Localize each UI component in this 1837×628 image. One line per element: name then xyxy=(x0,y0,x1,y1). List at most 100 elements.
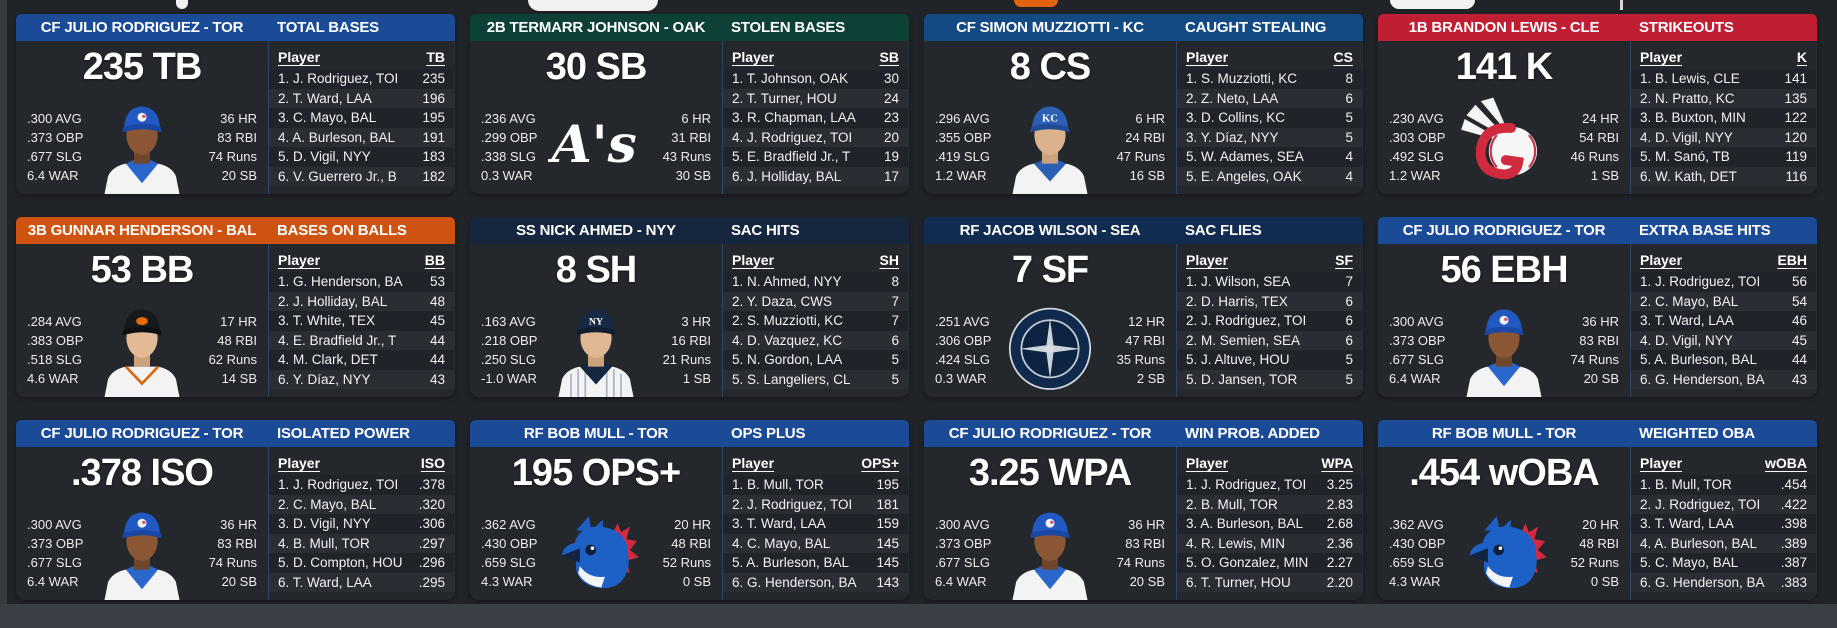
leaderboard-player-name[interactable]: 1. J. Rodriguez, TOI xyxy=(1640,274,1761,290)
leaderboard-player-name[interactable]: 3. R. Chapman, LAA xyxy=(732,110,856,126)
leaderboard-player-column-header[interactable]: Player xyxy=(278,252,321,268)
leaderboard-row[interactable]: 6. G. Henderson, BA 143 xyxy=(723,572,908,592)
panel-player-title[interactable]: 1B BRANDON LEWIS - CLE xyxy=(1408,19,1600,36)
leaderboard-row[interactable]: 2. J. Rodriguez, TOI 181 xyxy=(723,494,908,514)
leaderboard-row[interactable]: 5. D. Jansen, TOR 5 xyxy=(1177,369,1362,389)
leaderboard-player-name[interactable]: 4. J. Rodriguez, TOI xyxy=(732,129,853,145)
leaderboard-player-name[interactable]: 1. T. Johnson, OAK xyxy=(732,71,849,87)
panel-player-title[interactable]: RF JACOB WILSON - SEA xyxy=(959,222,1141,239)
leaderboard-row[interactable]: 3. Y. Díaz, NYY 5 xyxy=(1177,127,1362,147)
leaderboard-row[interactable]: 5. N. Gordon, LAA 5 xyxy=(723,350,908,370)
leaderboard-row[interactable]: 1. G. Henderson, BA 53 xyxy=(269,272,454,292)
leaderboard-stat-column-header[interactable]: BB xyxy=(424,252,445,268)
leaderboard-stat-column-header[interactable]: K xyxy=(1796,49,1807,65)
leaderboard-row[interactable]: 5. S. Langeliers, CL 5 xyxy=(723,369,908,389)
leaderboard-row[interactable]: 5. J. Altuve, HOU 5 xyxy=(1177,350,1362,370)
leaderboard-row[interactable]: 2. T. Ward, LAA 196 xyxy=(269,88,454,108)
leaderboard-player-name[interactable]: 4. B. Mull, TOR xyxy=(278,535,370,551)
leaderboard-player-name[interactable]: 1. J. Rodriguez, TOI xyxy=(1186,477,1307,493)
panel-player-title[interactable]: SS NICK AHMED - NYY xyxy=(516,222,676,239)
leaderboard-player-column-header[interactable]: Player xyxy=(1186,49,1229,65)
leaderboard-row[interactable]: 2. T. Turner, HOU 24 xyxy=(723,88,908,108)
leaderboard-row[interactable]: 5. A. Burleson, BAL 44 xyxy=(1631,350,1816,370)
portrait-tor-image[interactable] xyxy=(94,94,190,194)
leaderboard-player-name[interactable]: 2. Y. Daza, CWS xyxy=(732,293,833,309)
leaderboard-row[interactable]: 2. N. Pratto, KC 135 xyxy=(1631,88,1816,108)
leaderboard-row[interactable]: 5. D. Compton, HOU .296 xyxy=(269,553,454,573)
leaderboard-row[interactable]: 4. D. Vigil, NYY 45 xyxy=(1631,330,1816,350)
leaderboard-player-name[interactable]: 4. R. Lewis, MIN xyxy=(1186,535,1286,551)
leaderboard-row[interactable]: 4. D. Vigil, NYY 120 xyxy=(1631,127,1816,147)
leaderboard-row[interactable]: 2. Y. Daza, CWS 7 xyxy=(723,291,908,311)
leaderboard-player-name[interactable]: 4. A. Burleson, BAL xyxy=(1640,535,1758,551)
leaderboard-row[interactable]: 3. T. White, TEX 45 xyxy=(269,311,454,331)
leaderboard-row[interactable]: 2. C. Mayo, BAL .320 xyxy=(269,494,454,514)
leaderboard-player-name[interactable]: 2. B. Mull, TOR xyxy=(1186,496,1278,512)
leaderboard-player-name[interactable]: 1. G. Henderson, BA xyxy=(278,274,403,290)
leaderboard-row[interactable]: 1. N. Ahmed, NYY 8 xyxy=(723,272,908,292)
leaderboard-player-name[interactable]: 3. T. Ward, LAA xyxy=(1640,516,1734,532)
leaderboard-row[interactable]: 6. T. Turner, HOU 2.20 xyxy=(1177,572,1362,592)
leaderboard-player-name[interactable]: 1. J. Wilson, SEA xyxy=(1186,274,1291,290)
leaderboard-player-name[interactable]: 5. D. Compton, HOU xyxy=(278,555,403,571)
leaderboard-player-name[interactable]: 6. J. Holliday, BAL xyxy=(732,168,842,184)
leaderboard-player-name[interactable]: 6. Y. Díaz, NYY xyxy=(278,371,371,387)
leaderboard-player-name[interactable]: 5. A. Burleson, BAL xyxy=(1640,352,1758,368)
leaderboard-player-name[interactable]: 2. S. Muzziotti, KC xyxy=(732,313,844,329)
leaderboard-player-column-header[interactable]: Player xyxy=(278,455,321,471)
leaderboard-player-name[interactable]: 4. D. Vigil, NYY xyxy=(1640,129,1733,145)
leaderboard-row[interactable]: 2. J. Holliday, BAL 48 xyxy=(269,291,454,311)
leaderboard-player-name[interactable]: 5. W. Adames, SEA xyxy=(1186,149,1304,165)
leaderboard-player-name[interactable]: 2. Z. Neto, LAA xyxy=(1186,90,1279,106)
leaderboard-player-name[interactable]: 4. M. Clark, DET xyxy=(278,352,378,368)
leaderboard-row[interactable]: 2. J. Rodriguez, TOI 6 xyxy=(1177,311,1362,331)
leaderboard-player-name[interactable]: 5. S. Langeliers, CL xyxy=(732,371,851,387)
leaderboard-player-name[interactable]: 6. T. Ward, LAA xyxy=(278,574,372,590)
leaderboard-player-name[interactable]: 6. G. Henderson, BA xyxy=(1640,574,1765,590)
portrait-tor-image[interactable] xyxy=(1002,500,1098,600)
leaderboard-row[interactable]: 1. J. Rodriguez, TOI 235 xyxy=(269,69,454,89)
leaderboard-player-column-header[interactable]: Player xyxy=(1640,252,1683,268)
leaderboard-player-column-header[interactable]: Player xyxy=(732,455,775,471)
panel-player-title[interactable]: 2B TERMARR JOHNSON - OAK xyxy=(486,19,706,36)
leaderboard-player-column-header[interactable]: Player xyxy=(1640,455,1683,471)
leaderboard-row[interactable]: 2. C. Mayo, BAL 54 xyxy=(1631,291,1816,311)
leaderboard-row[interactable]: 4. A. Burleson, BAL 191 xyxy=(269,127,454,147)
leaderboard-player-name[interactable]: 5. C. Mayo, BAL xyxy=(1640,555,1739,571)
leaderboard-player-column-header[interactable]: Player xyxy=(1640,49,1683,65)
leaderboard-player-name[interactable]: 4. A. Burleson, BAL xyxy=(278,129,396,145)
leaderboard-row[interactable]: 3. A. Burleson, BAL 2.68 xyxy=(1177,514,1362,534)
leaderboard-row[interactable]: 4. D. Vazquez, KC 6 xyxy=(723,330,908,350)
leaderboard-row[interactable]: 6. J. Holliday, BAL 17 xyxy=(723,166,908,186)
leaderboard-row[interactable]: 5. C. Mayo, BAL .387 xyxy=(1631,553,1816,573)
leaderboard-row[interactable]: 4. B. Mull, TOR .297 xyxy=(269,533,454,553)
leaderboard-player-column-header[interactable]: Player xyxy=(732,49,775,65)
leaderboard-player-name[interactable]: 5. D. Vigil, NYY xyxy=(278,149,371,165)
leaderboard-player-name[interactable]: 6. W. Kath, DET xyxy=(1640,168,1737,184)
logo-tor-image[interactable] xyxy=(1456,500,1552,600)
leaderboard-stat-column-header[interactable]: ISO xyxy=(420,455,445,471)
leaderboard-player-name[interactable]: 2. C. Mayo, BAL xyxy=(278,496,377,512)
leaderboard-player-name[interactable]: 3. T. Ward, LAA xyxy=(732,516,826,532)
portrait-kc-image[interactable]: KC xyxy=(1002,94,1098,194)
leaderboard-player-name[interactable]: 3. Y. Díaz, NYY xyxy=(1186,129,1279,145)
leaderboard-stat-column-header[interactable]: wOBA xyxy=(1765,455,1807,471)
leaderboard-row[interactable]: 6. T. Ward, LAA .295 xyxy=(269,572,454,592)
leaderboard-player-name[interactable]: 3. C. Mayo, BAL xyxy=(278,110,377,126)
leaderboard-row[interactable]: 1. B. Mull, TOR .454 xyxy=(1631,475,1816,495)
leaderboard-row[interactable]: 1. B. Mull, TOR 195 xyxy=(723,475,908,495)
leaderboard-player-name[interactable]: 3. T. Ward, LAA xyxy=(1640,313,1734,329)
portrait-tor-image[interactable] xyxy=(1456,297,1552,397)
leaderboard-row[interactable]: 4. A. Burleson, BAL .389 xyxy=(1631,533,1816,553)
leaderboard-player-name[interactable]: 3. B. Buxton, MIN xyxy=(1640,110,1746,126)
leaderboard-row[interactable]: 4. R. Lewis, MIN 2.36 xyxy=(1177,533,1362,553)
leaderboard-player-name[interactable]: 5. D. Jansen, TOR xyxy=(1186,371,1298,387)
panel-player-title[interactable]: CF SIMON MUZZIOTTI - KC xyxy=(956,19,1144,36)
logo-tor-image[interactable] xyxy=(548,500,644,600)
portrait-nyy-image[interactable]: NY xyxy=(548,297,644,397)
leaderboard-player-name[interactable]: 2. D. Harris, TEX xyxy=(1186,293,1288,309)
leaderboard-player-name[interactable]: 5. O. Gonzalez, MIN xyxy=(1186,555,1309,571)
leaderboard-player-column-header[interactable]: Player xyxy=(1186,252,1229,268)
leaderboard-player-name[interactable]: 5. J. Altuve, HOU xyxy=(1186,352,1290,368)
leaderboard-player-name[interactable]: 4. E. Bradfield Jr., T xyxy=(278,332,397,348)
